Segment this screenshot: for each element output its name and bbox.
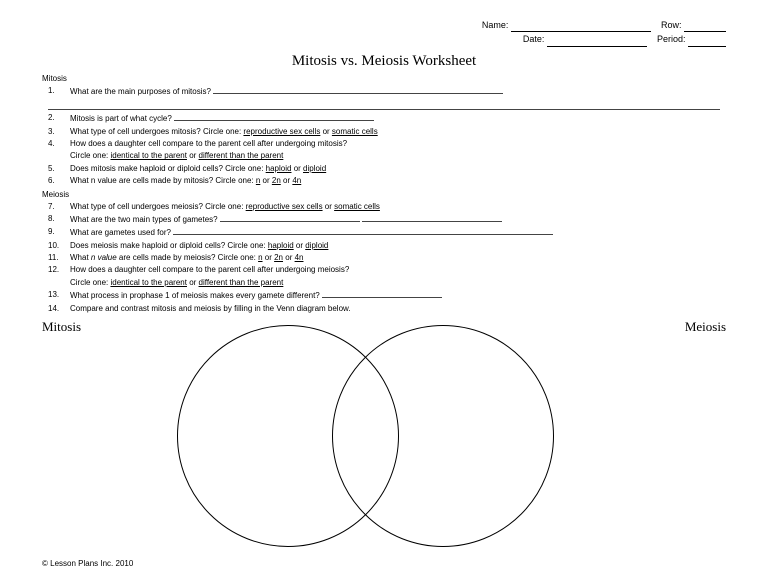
q2: 2. Mitosis is part of what cycle? bbox=[48, 112, 726, 125]
qnum: 10. bbox=[48, 240, 70, 252]
choice[interactable]: 2n bbox=[272, 176, 281, 185]
footer-copyright: © Lesson Plans Inc. 2010 bbox=[42, 559, 133, 568]
qtext: What are the main purposes of mitosis? bbox=[70, 87, 211, 96]
venn-right-label: Meiosis bbox=[685, 319, 726, 335]
date-blank[interactable] bbox=[547, 46, 647, 47]
q11: 11. What n value are cells made by meios… bbox=[48, 252, 726, 264]
choice[interactable]: haploid bbox=[268, 241, 294, 250]
qnum: 4. bbox=[48, 138, 70, 150]
qnum: 7. bbox=[48, 201, 70, 213]
qnum: 9. bbox=[48, 226, 70, 239]
q8: 8. What are the two main types of gamete… bbox=[48, 213, 726, 226]
choice[interactable]: somatic cells bbox=[332, 127, 378, 136]
period-blank[interactable] bbox=[688, 46, 726, 47]
venn-left-label: Mitosis bbox=[42, 319, 81, 335]
qtext: What type of cell undergoes mitosis? Cir… bbox=[70, 127, 243, 136]
section-meiosis: Meiosis bbox=[42, 190, 726, 199]
choice[interactable]: different than the parent bbox=[199, 278, 284, 287]
q5: 5. Does mitosis make haploid or diploid … bbox=[48, 163, 726, 175]
answer-blank[interactable] bbox=[362, 213, 502, 222]
question-list: 1. What are the main purposes of mitosis… bbox=[42, 85, 726, 315]
page-title: Mitosis vs. Meiosis Worksheet bbox=[42, 53, 726, 70]
q10: 10. Does meiosis make haploid or diploid… bbox=[48, 240, 726, 252]
header-fields: Name: Row: Date: Period: bbox=[42, 18, 726, 47]
worksheet-page: Name: Row: Date: Period: Mitosis vs. Mei… bbox=[0, 0, 768, 576]
answer-line[interactable] bbox=[48, 99, 720, 110]
q4b: Circle one: identical to the parent or d… bbox=[48, 150, 726, 162]
choice[interactable]: somatic cells bbox=[334, 202, 380, 211]
choice[interactable]: 4n bbox=[292, 176, 301, 185]
qnum: 3. bbox=[48, 126, 70, 138]
q4: 4. How does a daughter cell compare to t… bbox=[48, 138, 726, 150]
section-mitosis: Mitosis bbox=[42, 74, 726, 83]
qnum: 14. bbox=[48, 303, 70, 315]
choice[interactable]: reproductive sex cells bbox=[246, 202, 323, 211]
qnum: 1. bbox=[48, 85, 70, 98]
q6: 6. What n value are cells made by mitosi… bbox=[48, 175, 726, 187]
date-label: Date: bbox=[523, 34, 545, 44]
choice[interactable]: reproductive sex cells bbox=[243, 127, 320, 136]
qtext: Mitosis is part of what cycle? bbox=[70, 114, 172, 123]
choice[interactable]: 4n bbox=[295, 253, 304, 262]
q12b: Circle one: identical to the parent or d… bbox=[48, 277, 726, 289]
q3: 3. What type of cell undergoes mitosis? … bbox=[48, 126, 726, 138]
choice[interactable]: diploid bbox=[305, 241, 328, 250]
answer-blank[interactable] bbox=[322, 289, 442, 298]
q12: 12. How does a daughter cell compare to … bbox=[48, 264, 726, 276]
qnum: 12. bbox=[48, 264, 70, 276]
period-label: Period: bbox=[657, 34, 686, 44]
qtext: How does a daughter cell compare to the … bbox=[70, 138, 726, 150]
answer-blank[interactable] bbox=[174, 112, 374, 121]
name-label: Name: bbox=[482, 20, 509, 30]
qnum: 2. bbox=[48, 112, 70, 125]
qnum: 6. bbox=[48, 175, 70, 187]
choice[interactable]: diploid bbox=[303, 164, 326, 173]
qnum: 13. bbox=[48, 289, 70, 302]
qnum: 5. bbox=[48, 163, 70, 175]
venn-diagram: Mitosis Meiosis bbox=[42, 319, 726, 549]
answer-blank[interactable] bbox=[220, 213, 360, 222]
answer-blank[interactable] bbox=[213, 85, 503, 94]
choice[interactable]: 2n bbox=[274, 253, 283, 262]
answer-blank[interactable] bbox=[173, 226, 553, 235]
choice[interactable]: identical to the parent bbox=[110, 151, 187, 160]
q14: 14. Compare and contrast mitosis and mei… bbox=[48, 303, 726, 315]
q9: 9. What are gametes used for? bbox=[48, 226, 726, 239]
q13: 13. What process in prophase 1 of meiosi… bbox=[48, 289, 726, 302]
qnum: 11. bbox=[48, 252, 70, 264]
qnum: 8. bbox=[48, 213, 70, 226]
choice[interactable]: identical to the parent bbox=[110, 278, 187, 287]
choice[interactable]: haploid bbox=[266, 164, 292, 173]
q1: 1. What are the main purposes of mitosis… bbox=[48, 85, 726, 98]
row-label: Row: bbox=[661, 20, 682, 30]
venn-right-circle[interactable] bbox=[332, 325, 554, 547]
choice[interactable]: different than the parent bbox=[199, 151, 284, 160]
q7: 7. What type of cell undergoes meiosis? … bbox=[48, 201, 726, 213]
